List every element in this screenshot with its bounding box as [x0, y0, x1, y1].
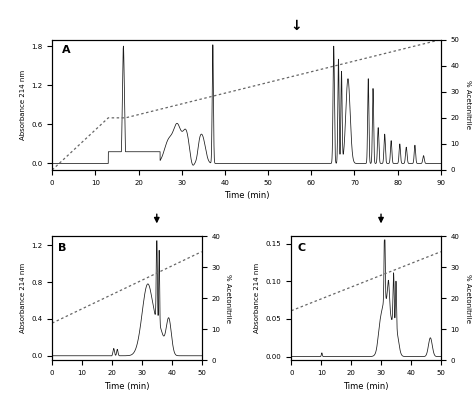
X-axis label: Time (min): Time (min): [224, 191, 269, 200]
X-axis label: Time (min): Time (min): [104, 382, 150, 390]
Y-axis label: Absorbance 214 nm: Absorbance 214 nm: [19, 263, 26, 333]
Y-axis label: % Acetonitrile: % Acetonitrile: [465, 274, 471, 323]
Y-axis label: Absorbance 214 nm: Absorbance 214 nm: [254, 263, 260, 333]
Text: B: B: [58, 243, 66, 253]
Y-axis label: % Acetonitrile: % Acetonitrile: [465, 80, 471, 129]
Text: C: C: [297, 243, 305, 253]
Text: ↓: ↓: [291, 19, 302, 33]
X-axis label: Time (min): Time (min): [343, 382, 389, 390]
Y-axis label: Absorbance 214 nm: Absorbance 214 nm: [19, 70, 26, 140]
Y-axis label: % Acetonitrile: % Acetonitrile: [226, 274, 231, 323]
Text: A: A: [62, 45, 71, 55]
